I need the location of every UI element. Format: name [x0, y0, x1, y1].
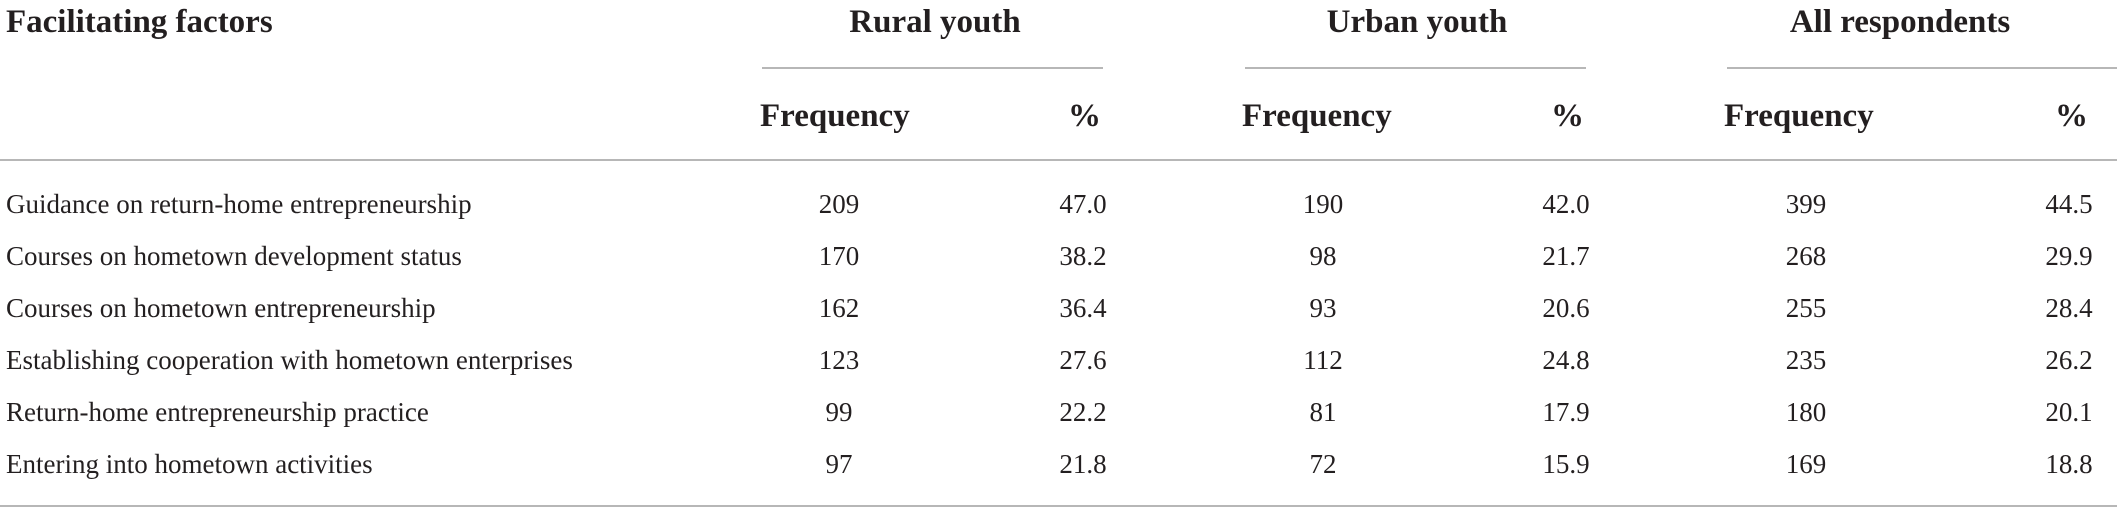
urban-frequency-cell: 93: [1309, 293, 1337, 323]
all-frequency-cell: 399: [1785, 189, 1827, 219]
table-bottom-rule: [0, 505, 2117, 507]
all-percent-cell: 18.8: [2045, 449, 2093, 479]
rural-frequency-cell: 123: [818, 345, 860, 375]
all-percent-cell: 29.9: [2045, 241, 2093, 271]
header-rule: [0, 159, 2117, 161]
row-factor-label: Courses on hometown entrepreneurship: [6, 293, 436, 323]
subheader-frequency-all: Frequency: [1724, 98, 1874, 134]
rural-percent-cell: 36.4: [1059, 293, 1107, 323]
all-frequency-cell: 180: [1785, 397, 1827, 427]
all-frequency-cell: 268: [1785, 241, 1827, 271]
urban-percent-cell: 21.7: [1542, 241, 1590, 271]
rural-percent-cell: 27.6: [1059, 345, 1107, 375]
subheader-frequency-urban: Frequency: [1242, 98, 1392, 134]
urban-frequency-cell: 190: [1302, 189, 1344, 219]
rural-percent-cell: 22.2: [1059, 397, 1107, 427]
rural-percent-cell: 38.2: [1059, 241, 1107, 271]
urban-frequency-cell: 112: [1303, 345, 1343, 375]
subheader-percent-all: %: [2055, 98, 2088, 134]
all-percent-cell: 20.1: [2045, 397, 2093, 427]
all-percent-cell: 44.5: [2045, 189, 2093, 219]
rural-frequency-cell: 99: [825, 397, 853, 427]
all-frequency-cell: 255: [1785, 293, 1827, 323]
subheader-percent-urban: %: [1551, 98, 1584, 134]
row-factor-label: Courses on hometown development status: [6, 241, 462, 271]
all-percent-cell: 28.4: [2045, 293, 2093, 323]
row-factor-label: Entering into hometown activities: [6, 449, 373, 479]
group-rule-rural: [762, 67, 1103, 69]
urban-frequency-cell: 81: [1309, 397, 1337, 427]
row-factor-label: Guidance on return-home entrepreneurship: [6, 189, 472, 219]
urban-percent-cell: 42.0: [1542, 189, 1590, 219]
rural-frequency-cell: 209: [818, 189, 860, 219]
subheader-percent-rural: %: [1068, 98, 1101, 134]
urban-percent-cell: 17.9: [1542, 397, 1590, 427]
subheader-frequency-rural: Frequency: [760, 98, 910, 134]
urban-frequency-cell: 98: [1309, 241, 1337, 271]
stub-header: Facilitating factors: [6, 4, 273, 40]
urban-percent-cell: 20.6: [1542, 293, 1590, 323]
group-rule-urban: [1245, 67, 1586, 69]
all-frequency-cell: 169: [1785, 449, 1827, 479]
urban-percent-cell: 15.9: [1542, 449, 1590, 479]
rural-frequency-cell: 162: [818, 293, 860, 323]
rural-percent-cell: 47.0: [1059, 189, 1107, 219]
group-header-all: All respondents: [1789, 4, 2011, 40]
group-header-urban: Urban youth: [1326, 4, 1508, 40]
all-percent-cell: 26.2: [2045, 345, 2093, 375]
row-factor-label: Establishing cooperation with hometown e…: [6, 345, 573, 375]
urban-percent-cell: 24.8: [1542, 345, 1590, 375]
rural-frequency-cell: 97: [825, 449, 853, 479]
rural-percent-cell: 21.8: [1059, 449, 1107, 479]
group-header-rural: Rural youth: [849, 4, 1021, 40]
rural-frequency-cell: 170: [818, 241, 860, 271]
all-frequency-cell: 235: [1785, 345, 1827, 375]
urban-frequency-cell: 72: [1309, 449, 1337, 479]
group-rule-all: [1727, 67, 2117, 69]
row-factor-label: Return-home entrepreneurship practice: [6, 397, 429, 427]
